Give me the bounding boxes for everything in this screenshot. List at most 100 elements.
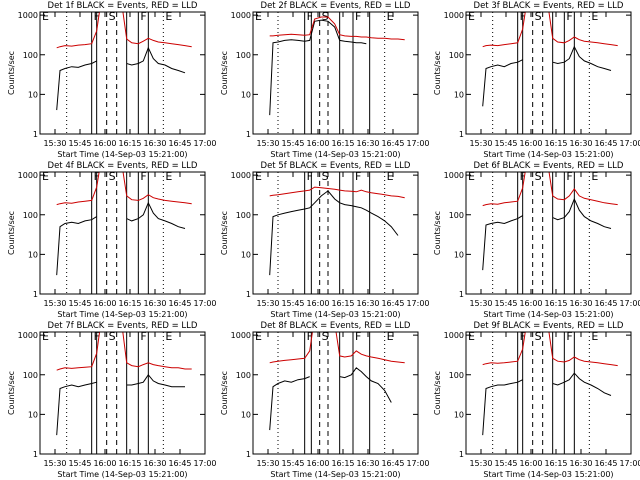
plot-frame (39, 331, 206, 455)
x-tick-label: 17:00 (193, 299, 216, 308)
panel: Det 9f BLACK = Events, RED = LLD Start Ti… (433, 321, 640, 479)
panel: Det 6f BLACK = Events, RED = LLD Start Ti… (433, 161, 640, 319)
x-tick-label: 16:30 (143, 299, 166, 308)
x-tick-label: 17:00 (193, 139, 216, 148)
y-tick-label: 1 (246, 130, 251, 139)
marker-label: E (42, 330, 49, 343)
x-tick-label: 16:00 (519, 139, 542, 148)
data-line (482, 12, 618, 48)
y-tick-label: 10 (454, 250, 464, 259)
marker-label: E (591, 170, 598, 183)
marker-label: F (566, 10, 572, 23)
x-tick-label: 16:15 (331, 299, 354, 308)
y-axis-label: Counts/sec (220, 211, 229, 255)
x-tick-label: 16:15 (331, 139, 354, 148)
marker-label: S (109, 330, 116, 343)
y-tick-label: 1000 (18, 331, 38, 340)
marker-label: E (165, 330, 172, 343)
marker-label: E (165, 170, 172, 183)
plot-frame (465, 331, 632, 455)
x-tick-label: 16:45 (381, 299, 404, 308)
x-tick-label: 15:45 (494, 459, 517, 468)
x-tick-label: 16:45 (381, 459, 404, 468)
chart-title: Det 1f BLACK = Events, RED = LLD (48, 1, 198, 11)
y-tick-label: 1 (33, 290, 38, 299)
x-tick-label: 17:00 (619, 459, 640, 468)
x-tick-label: 16:45 (168, 139, 191, 148)
chart-title: Det 6f BLACK = Events, RED = LLD (474, 161, 624, 171)
y-tick-label: 1 (33, 450, 38, 459)
x-tick-label: 15:30 (469, 299, 492, 308)
x-tick-label: 16:15 (118, 459, 141, 468)
y-tick-label: 100 (449, 371, 464, 380)
y-tick-label: 1 (246, 450, 251, 459)
y-tick-label: 100 (236, 371, 251, 380)
x-tick-label: 16:30 (569, 299, 592, 308)
data-line (269, 16, 405, 41)
marker-label: F (140, 330, 146, 343)
y-tick-label: 10 (454, 410, 464, 419)
x-tick-label: 15:30 (256, 459, 279, 468)
y-tick-label: 1 (33, 130, 38, 139)
y-tick-label: 10 (454, 90, 464, 99)
panel: Det 8f BLACK = Events, RED = LLD Start Ti… (220, 321, 430, 479)
data-line (56, 46, 186, 111)
y-axis-label: Counts/sec (433, 371, 442, 415)
x-tick-label: 15:45 (281, 139, 304, 148)
marker-label: F (140, 10, 146, 23)
x-tick-label: 15:45 (281, 299, 304, 308)
y-tick-label: 10 (241, 90, 251, 99)
marker-label: S (535, 170, 542, 183)
chart-title: Det 9f BLACK = Events, RED = LLD (474, 321, 624, 331)
marker-label: F (307, 10, 313, 23)
x-tick-label: 17:00 (406, 459, 429, 468)
panel: Det 4f BLACK = Events, RED = LLD Start Ti… (7, 161, 217, 319)
data-line (56, 172, 192, 206)
x-tick-label: 16:00 (93, 139, 116, 148)
y-tick-label: 1000 (444, 171, 464, 180)
x-tick-label: 15:45 (68, 139, 91, 148)
y-tick-label: 1 (246, 290, 251, 299)
panel: Det 3f BLACK = Events, RED = LLD Start Ti… (433, 1, 640, 159)
panel: Det 2f BLACK = Events, RED = LLD Start Ti… (220, 1, 430, 159)
data-line (482, 332, 618, 367)
x-axis-label: Start Time (14-Sep-03 15:21:00) (270, 150, 400, 159)
marker-label: E (255, 10, 262, 23)
x-tick-label: 16:30 (356, 459, 379, 468)
marker-label: E (165, 10, 172, 23)
data-line (482, 172, 618, 207)
x-axis-label: Start Time (14-Sep-03 15:21:00) (57, 470, 187, 479)
y-tick-label: 1 (459, 130, 464, 139)
y-tick-label: 100 (236, 51, 251, 60)
x-axis-label: Start Time (14-Sep-03 15:21:00) (57, 150, 187, 159)
marker-label: S (109, 170, 116, 183)
plot-frame (252, 11, 419, 135)
x-tick-label: 15:30 (43, 459, 66, 468)
y-tick-label: 1000 (18, 171, 38, 180)
x-tick-label: 16:30 (356, 299, 379, 308)
data-line (56, 12, 192, 49)
marker-label: E (591, 330, 598, 343)
data-line (269, 190, 399, 276)
x-tick-label: 16:15 (544, 139, 567, 148)
plot-frame (252, 171, 419, 295)
data-line (56, 373, 185, 436)
chart-title: Det 3f BLACK = Events, RED = LLD (474, 1, 624, 11)
y-axis-label: Counts/sec (7, 211, 16, 255)
x-tick-label: 17:00 (406, 299, 429, 308)
x-tick-label: 15:45 (281, 459, 304, 468)
plot-frame (252, 331, 419, 455)
y-tick-label: 10 (28, 410, 38, 419)
y-tick-label: 1000 (444, 331, 464, 340)
y-tick-label: 10 (28, 90, 38, 99)
data-line (482, 45, 612, 107)
x-axis-label: Start Time (14-Sep-03 15:21:00) (483, 150, 613, 159)
marker-label: E (42, 170, 49, 183)
chart-title: Det 7f BLACK = Events, RED = LLD (48, 321, 198, 331)
y-tick-label: 1000 (444, 11, 464, 20)
y-tick-label: 100 (23, 371, 38, 380)
y-tick-label: 1 (459, 450, 464, 459)
panel: Det 5f BLACK = Events, RED = LLD Start Ti… (220, 161, 430, 319)
data-line (56, 332, 192, 371)
